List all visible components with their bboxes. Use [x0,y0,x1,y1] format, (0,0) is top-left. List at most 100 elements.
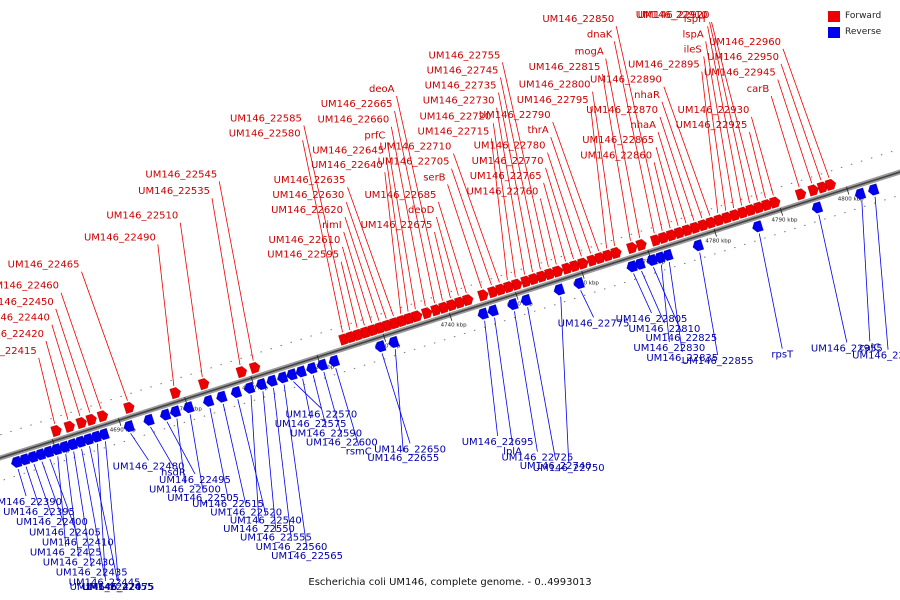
reverse-leader-line [323,371,343,437]
figure-caption: Escherichia coli UM146, complete genome.… [308,577,592,588]
forward-gene-label: UM146_22595 [267,250,339,261]
forward-leader-line [396,95,443,301]
forward-gene-arrow [551,265,564,278]
reverse-leader-line [250,394,260,523]
forward-gene-arrow [445,299,458,312]
forward-gene-arrow [649,234,662,247]
reverse-gene-arrow [306,361,318,375]
forward-leader-line [451,168,492,286]
forward-gene-label: UM146_22745 [427,65,499,76]
forward-gene-label: UM146_22490 [84,232,156,243]
reverse-leader-line [237,399,267,515]
legend-reverse-label: Reverse [845,27,882,37]
reverse-gene-label: UM146_22590 [290,428,362,439]
tick-mark [846,186,850,195]
forward-leader-line [38,357,56,424]
reverse-gene-arrow [662,248,674,262]
forward-gene-label: UM146_22535 [138,186,210,197]
forward-leader-line [81,271,128,401]
forward-gene-arrow [420,307,433,320]
reverse-leader-line [668,262,683,353]
forward-gene-label: UM146_22510 [106,211,178,222]
reverse-gene-arrow [316,358,329,371]
reverse-gene-arrow [854,187,867,200]
forward-leader-line [615,26,663,231]
forward-leader-line [343,231,373,324]
legend-forward: Forward [828,8,892,24]
forward-gene-label: UM146_22765 [470,171,542,182]
reverse-leader-line [130,433,149,461]
reverse-gene-label: UM146_22395 [3,507,75,518]
reverse-leader-line [97,443,106,582]
reverse-gene-arrow [255,377,268,391]
forward-gene-arrow [610,246,622,260]
forward-leader-line [653,162,671,229]
reverse-gene-arrow [202,394,215,408]
reverse-gene-label: UM146_22740 [520,461,592,472]
forward-leader-line [751,116,774,196]
forward-gene-label: UM146_22715 [418,126,490,137]
forward-gene-label: UM146_22720 [419,111,491,122]
reverse-leader-line [335,367,360,446]
reverse-gene-arrow [374,339,387,353]
reverse-gene-label: UM146_22970 [852,351,900,362]
reverse-gene-label: UM146_22500 [149,484,221,495]
forward-gene-arrow [705,216,717,230]
reverse-gene-arrow [123,419,136,433]
forward-leader-line [777,79,813,184]
reverse-gene-label: UM146_22750 [533,463,605,474]
forward-gene-label: UM146_22685 [364,190,436,201]
forward-leader-line [303,125,351,331]
reverse-leader-line [176,418,186,484]
reverse-gene-label: UM146_22540 [230,515,302,526]
forward-gene-arrow [123,401,135,415]
forward-leader-line [453,153,500,283]
reverse-gene-arrow [50,443,63,456]
forward-gene-label: UM146_22620 [271,205,343,216]
forward-leader-line [340,261,358,328]
reverse-gene-arrow [74,435,87,448]
reverse-gene-arrow [90,430,102,443]
forward-gene-label: UM146_22865 [582,135,654,146]
reverse-gene-label: UM146_22725 [501,453,573,464]
forward-leader-line [45,340,69,420]
forward-gene-arrow [248,361,261,375]
forward-leader-line [179,222,203,377]
tick-label: 4690 kbp [110,428,136,434]
forward-gene-label: prfC [364,130,385,141]
reverse-gene-label: UM146_22435 [56,568,128,579]
reverse-leader-line [150,426,174,467]
forward-leader-line [447,184,482,289]
reverse-leader-line [283,384,308,551]
forward-gene-label: UM146_22660 [317,115,389,126]
forward-gene-arrow [510,278,523,291]
forward-gene-label: UM146_22585 [230,113,302,124]
reverse-leader-line [25,466,40,507]
forward-gene-label: mogA [575,47,604,58]
forward-gene-label: UM146_22860 [580,150,652,161]
forward-leader-line [496,107,525,275]
forward-gene-label: UM146_22545 [145,169,217,180]
reverse-gene-label: UM146_22550 [223,524,295,535]
forward-leader-line [498,92,533,273]
reverse-leader-line [580,290,594,318]
forward-leader-line [390,126,426,307]
reverse-gene-label: UM146_22810 [629,324,701,335]
forward-leader-line [60,292,102,410]
forward-gene-arrow [461,294,474,307]
forward-leader-line [157,244,175,387]
reverse-gene-label: caiC [859,342,880,353]
forward-gene-arrow [96,410,109,423]
forward-gene-label: UM146_22645 [312,145,384,156]
forward-leader-line [211,198,241,366]
reverse-gene-label: UM146_22565 [271,551,343,562]
reverse-gene-label: UM146_22805 [616,314,688,325]
reverse-gene-label: UM146_22695 [462,437,534,448]
reverse-leader-line [381,353,411,444]
reverse-leader-line [166,421,196,475]
forward-gene-arrow [430,304,442,317]
forward-gene-label: ileS [684,44,702,55]
reverse-gene-label: UM146_22480 [113,461,185,472]
reverse-leader-line [818,214,848,343]
reverse-gene-label: UM146_22410 [42,537,114,548]
